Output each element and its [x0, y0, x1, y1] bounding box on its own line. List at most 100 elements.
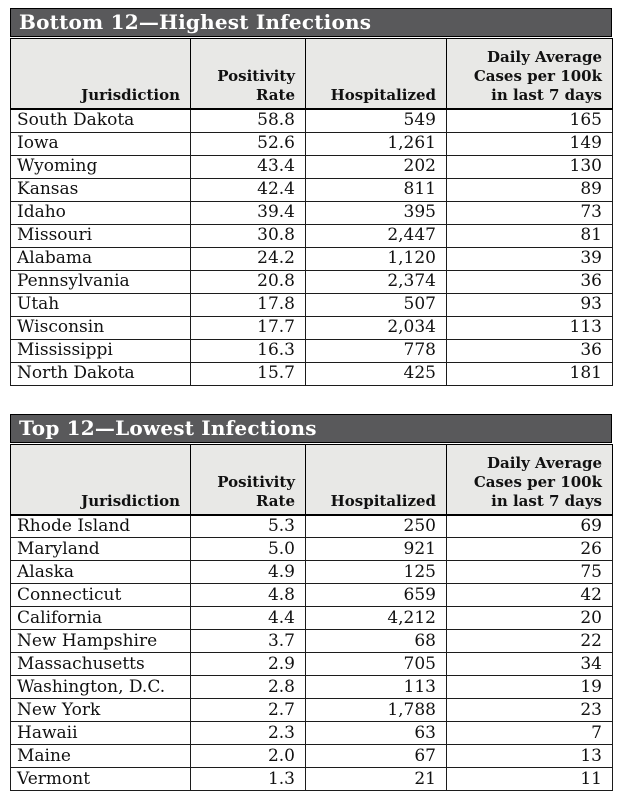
highest-infections-table: Jurisdiction Positivity Rate Hospitalize…	[10, 38, 613, 386]
header-row: Jurisdiction Positivity Rate Hospitalize…	[10, 38, 613, 110]
table-row: South Dakota 58.8 549 165	[10, 108, 613, 133]
value-cell: 21	[305, 767, 447, 791]
value-cell: 17.8	[190, 292, 306, 317]
highest-infections-title-bar: Bottom 12—Highest Infections	[10, 8, 612, 37]
column-header-hospitalized: Hospitalized	[305, 38, 447, 110]
value-cell: 69	[446, 514, 613, 538]
value-cell: 43.4	[190, 154, 306, 179]
value-cell: 67	[305, 744, 447, 768]
table-row: Wyoming 43.4 202 130	[10, 154, 613, 179]
value-cell: 2.0	[190, 744, 306, 768]
table-row: Idaho 39.4 395 73	[10, 200, 613, 225]
table-row: Utah 17.8 507 93	[10, 292, 613, 317]
value-cell: 4.8	[190, 583, 306, 607]
value-cell: 113	[305, 675, 447, 699]
value-cell: 4,212	[305, 606, 447, 630]
table-row: Vermont 1.3 21 11	[10, 767, 613, 791]
table-row: New Hampshire 3.7 68 22	[10, 629, 613, 653]
value-cell: 16.3	[190, 338, 306, 363]
value-cell: 30.8	[190, 223, 306, 248]
value-cell: 811	[305, 177, 447, 202]
jurisdiction-cell: New York	[10, 698, 191, 722]
jurisdiction-cell: Iowa	[10, 131, 191, 156]
table-row: Maine 2.0 67 13	[10, 744, 613, 768]
value-cell: 4.9	[190, 560, 306, 584]
value-cell: 425	[305, 361, 447, 386]
value-cell: 34	[446, 652, 613, 676]
value-cell: 250	[305, 514, 447, 538]
jurisdiction-cell: New Hampshire	[10, 629, 191, 653]
jurisdiction-cell: Utah	[10, 292, 191, 317]
jurisdiction-cell: Wisconsin	[10, 315, 191, 340]
value-cell: 705	[305, 652, 447, 676]
table-body: Rhode Island 5.3 250 69 Maryland 5.0 921 26 Alas…	[10, 514, 613, 791]
jurisdiction-cell: Rhode Island	[10, 514, 191, 538]
value-cell: 1,788	[305, 698, 447, 722]
value-cell: 26	[446, 537, 613, 561]
value-cell: 113	[446, 315, 613, 340]
jurisdiction-cell: Massachusetts	[10, 652, 191, 676]
column-header-jurisdiction: Jurisdiction	[10, 38, 191, 110]
table-row: Kansas 42.4 811 89	[10, 177, 613, 202]
column-header-daily-average-cases: Daily Average Cases per 100k in last 7 d…	[446, 38, 613, 110]
jurisdiction-cell: Vermont	[10, 767, 191, 791]
value-cell: 7	[446, 721, 613, 745]
value-cell: 2,034	[305, 315, 447, 340]
value-cell: 5.3	[190, 514, 306, 538]
table-row: Pennsylvania 20.8 2,374 36	[10, 269, 613, 294]
jurisdiction-cell: Wyoming	[10, 154, 191, 179]
value-cell: 165	[446, 108, 613, 133]
value-cell: 1,120	[305, 246, 447, 271]
value-cell: 23	[446, 698, 613, 722]
value-cell: 3.7	[190, 629, 306, 653]
table-row: Washington, D.C. 2.8 113 19	[10, 675, 613, 699]
table-row: Alabama 24.2 1,120 39	[10, 246, 613, 271]
value-cell: 2.7	[190, 698, 306, 722]
value-cell: 5.0	[190, 537, 306, 561]
value-cell: 4.4	[190, 606, 306, 630]
value-cell: 2,374	[305, 269, 447, 294]
table-row: Missouri 30.8 2,447 81	[10, 223, 613, 248]
header-row: Jurisdiction Positivity Rate Hospitalize…	[10, 443, 613, 516]
jurisdiction-cell: North Dakota	[10, 361, 191, 386]
value-cell: 130	[446, 154, 613, 179]
value-cell: 395	[305, 200, 447, 225]
value-cell: 42	[446, 583, 613, 607]
value-cell: 39	[446, 246, 613, 271]
value-cell: 73	[446, 200, 613, 225]
value-cell: 93	[446, 292, 613, 317]
lowest-infections-table-block: Top 12—Lowest Infections Jurisdiction Po…	[10, 413, 613, 791]
value-cell: 20	[446, 606, 613, 630]
jurisdiction-cell: Alaska	[10, 560, 191, 584]
table-row: Maryland 5.0 921 26	[10, 537, 613, 561]
value-cell: 39.4	[190, 200, 306, 225]
jurisdiction-cell: Mississippi	[10, 338, 191, 363]
value-cell: 58.8	[190, 108, 306, 133]
table-row: Massachusetts 2.9 705 34	[10, 652, 613, 676]
value-cell: 1.3	[190, 767, 306, 791]
value-cell: 20.8	[190, 269, 306, 294]
value-cell: 778	[305, 338, 447, 363]
value-cell: 52.6	[190, 131, 306, 156]
table-body: South Dakota 58.8 549 165 Iowa 52.6 1,261 149 Wy…	[10, 108, 613, 386]
jurisdiction-cell: South Dakota	[10, 108, 191, 133]
value-cell: 2,447	[305, 223, 447, 248]
jurisdiction-cell: Maine	[10, 744, 191, 768]
table-row: North Dakota 15.7 425 181	[10, 361, 613, 386]
value-cell: 15.7	[190, 361, 306, 386]
table-row: Mississippi 16.3 778 36	[10, 338, 613, 363]
column-header-jurisdiction: Jurisdiction	[10, 443, 191, 516]
value-cell: 68	[305, 629, 447, 653]
jurisdiction-cell: Missouri	[10, 223, 191, 248]
value-cell: 125	[305, 560, 447, 584]
jurisdiction-cell: California	[10, 606, 191, 630]
value-cell: 75	[446, 560, 613, 584]
value-cell: 17.7	[190, 315, 306, 340]
value-cell: 63	[305, 721, 447, 745]
column-header-hospitalized: Hospitalized	[305, 443, 447, 516]
value-cell: 19	[446, 675, 613, 699]
value-cell: 149	[446, 131, 613, 156]
table-row: California 4.4 4,212 20	[10, 606, 613, 630]
jurisdiction-cell: Pennsylvania	[10, 269, 191, 294]
